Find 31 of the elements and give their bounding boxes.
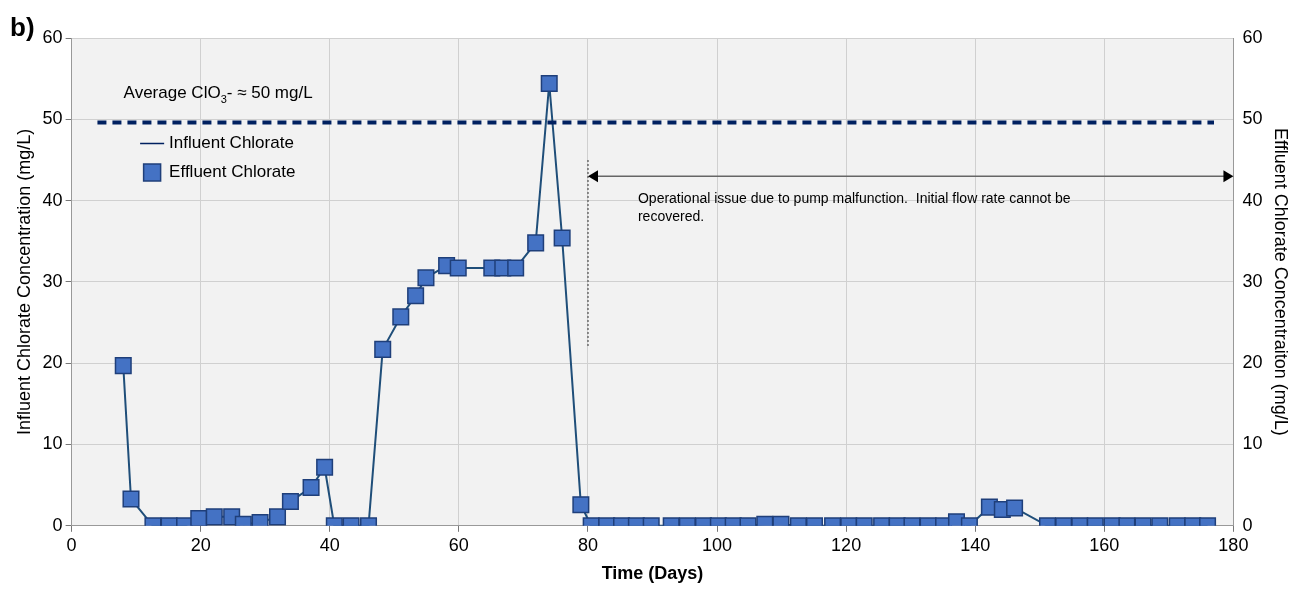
y-tick-label: 30 xyxy=(42,270,63,291)
x-tick-label: 100 xyxy=(702,534,733,555)
y2-tick-label: 40 xyxy=(1242,189,1263,210)
legend-label: Influent Chlorate xyxy=(169,133,294,153)
x-tick-label: 180 xyxy=(1218,534,1249,555)
text: b) xyxy=(10,12,35,42)
x-tick-label: 120 xyxy=(831,534,862,555)
y2-tick-label: 10 xyxy=(1242,433,1263,454)
y-tick-label: 40 xyxy=(42,189,63,210)
x-axis-title: Time (Days) xyxy=(601,563,704,584)
legend-label: Effluent Chlorate xyxy=(169,162,296,182)
x-tick-label: 140 xyxy=(960,534,991,555)
x-tick-label: 20 xyxy=(190,534,211,555)
y-tick-label: 50 xyxy=(42,108,63,129)
y2-axis-title: Effluent Chlorate Concentraiton (mg/L) xyxy=(1271,127,1292,436)
y2-tick-label: 30 xyxy=(1242,270,1263,291)
y-tick-label: 10 xyxy=(42,433,63,454)
y2-tick-label: 50 xyxy=(1242,108,1263,129)
y2-tick-label: 20 xyxy=(1242,352,1263,373)
x-tick-label: 40 xyxy=(319,534,340,555)
y-tick-label: 20 xyxy=(42,352,63,373)
y-tick-label: 0 xyxy=(52,514,63,535)
x-tick-label: 80 xyxy=(577,534,598,555)
x-tick-label: 60 xyxy=(448,534,469,555)
x-tick-label: 0 xyxy=(66,534,77,555)
x-tick-label: 160 xyxy=(1089,534,1120,555)
y-axis-title: Influent Chlorate Concentration (mg/L) xyxy=(13,128,34,435)
y2-tick-label: 60 xyxy=(1242,26,1263,47)
y-tick-label: 60 xyxy=(42,26,63,47)
y2-tick-label: 0 xyxy=(1242,514,1253,535)
annotation: Operational issue due to pump malfunction. Initial flow rate cannot be recovered. xyxy=(637,190,1071,224)
